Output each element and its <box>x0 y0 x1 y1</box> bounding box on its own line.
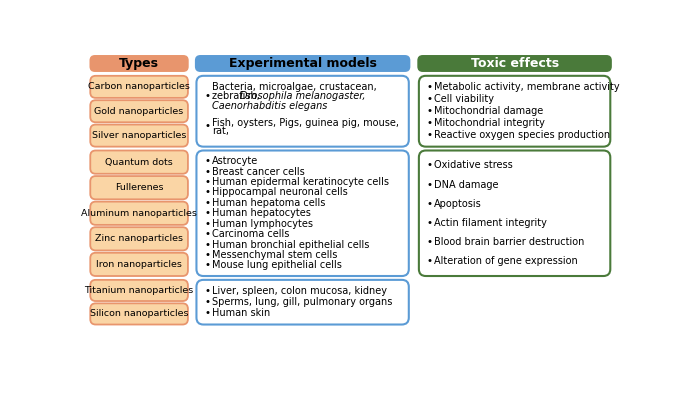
Text: Human epidermal keratinocyte cells: Human epidermal keratinocyte cells <box>212 177 389 187</box>
Text: •: • <box>204 308 210 318</box>
Text: •: • <box>204 219 210 228</box>
Text: •: • <box>427 199 433 209</box>
Text: DNA damage: DNA damage <box>434 180 499 189</box>
Text: Liver, spleen, colon mucosa, kidney: Liver, spleen, colon mucosa, kidney <box>212 286 387 296</box>
Text: Messenchymal stem cells: Messenchymal stem cells <box>212 250 337 260</box>
Text: Iron nanoparticles: Iron nanoparticles <box>96 260 182 269</box>
Text: Blood brain barrier destruction: Blood brain barrier destruction <box>434 237 585 247</box>
Text: •: • <box>204 208 210 218</box>
FancyBboxPatch shape <box>197 280 409 325</box>
FancyBboxPatch shape <box>90 125 188 147</box>
Text: •: • <box>204 229 210 239</box>
Text: Metabolic activity, membrane activity: Metabolic activity, membrane activity <box>434 82 620 92</box>
Text: Gold nanoparticles: Gold nanoparticles <box>95 107 184 116</box>
Text: •: • <box>427 130 433 140</box>
Text: Mitochondrial damage: Mitochondrial damage <box>434 106 544 116</box>
Text: •: • <box>427 118 433 128</box>
Text: Mouse lung epithelial cells: Mouse lung epithelial cells <box>212 260 342 270</box>
Text: •: • <box>427 218 433 228</box>
FancyBboxPatch shape <box>90 253 188 276</box>
Text: Bacteria, microalgae, crustacean,: Bacteria, microalgae, crustacean, <box>212 82 377 92</box>
Text: Carcinoma cells: Carcinoma cells <box>212 229 289 239</box>
FancyBboxPatch shape <box>417 55 612 72</box>
Text: •: • <box>204 177 210 187</box>
Text: Quantum dots: Quantum dots <box>105 158 173 167</box>
Text: Zinc nanoparticles: Zinc nanoparticles <box>95 234 183 243</box>
FancyBboxPatch shape <box>90 55 188 72</box>
Text: •: • <box>204 121 210 131</box>
Text: Fullerenes: Fullerenes <box>115 183 163 192</box>
Text: •: • <box>204 250 210 260</box>
Text: Hippocampal neuronal cells: Hippocampal neuronal cells <box>212 187 348 197</box>
Text: Cell viability: Cell viability <box>434 94 495 104</box>
Text: Types: Types <box>119 57 159 70</box>
FancyBboxPatch shape <box>197 76 409 147</box>
FancyBboxPatch shape <box>195 55 410 72</box>
FancyBboxPatch shape <box>90 280 188 301</box>
Text: Titanium nanoparticles: Titanium nanoparticles <box>84 286 194 295</box>
FancyBboxPatch shape <box>197 150 409 276</box>
FancyBboxPatch shape <box>90 150 188 174</box>
FancyBboxPatch shape <box>90 202 188 225</box>
Text: Human bronchial epithelial cells: Human bronchial epithelial cells <box>212 239 369 249</box>
Text: Silicon nanoparticles: Silicon nanoparticles <box>90 310 188 318</box>
Text: Human skin: Human skin <box>212 308 270 318</box>
Text: •: • <box>204 156 210 166</box>
Text: zebrafish,: zebrafish, <box>212 91 263 101</box>
FancyBboxPatch shape <box>90 227 188 250</box>
FancyBboxPatch shape <box>90 76 188 98</box>
Text: Carbon nanoparticles: Carbon nanoparticles <box>88 82 190 91</box>
Text: Astrocyte: Astrocyte <box>212 156 258 166</box>
Text: Oxidative stress: Oxidative stress <box>434 160 513 171</box>
Text: Actin filament integrity: Actin filament integrity <box>434 218 547 228</box>
Text: •: • <box>427 160 433 171</box>
Text: Aluminum nanoparticles: Aluminum nanoparticles <box>81 209 197 218</box>
Text: Toxic effects: Toxic effects <box>471 57 559 70</box>
Text: Human hepatoma cells: Human hepatoma cells <box>212 198 325 208</box>
Text: Experimental models: Experimental models <box>229 57 377 70</box>
Text: •: • <box>204 187 210 197</box>
Text: •: • <box>427 237 433 247</box>
Text: •: • <box>204 260 210 270</box>
Text: •: • <box>204 91 210 101</box>
Text: •: • <box>427 82 433 92</box>
Text: Apoptosis: Apoptosis <box>434 199 482 209</box>
Text: Drosophila melanogaster,: Drosophila melanogaster, <box>240 91 365 101</box>
Text: Breast cancer cells: Breast cancer cells <box>212 167 305 176</box>
Text: Sperms, lung, gill, pulmonary organs: Sperms, lung, gill, pulmonary organs <box>212 297 393 307</box>
Text: •: • <box>204 239 210 249</box>
Text: •: • <box>204 297 210 307</box>
Text: Silver nanoparticles: Silver nanoparticles <box>92 131 186 140</box>
FancyBboxPatch shape <box>419 76 610 147</box>
Text: •: • <box>204 198 210 208</box>
Text: Human hepatocytes: Human hepatocytes <box>212 208 311 218</box>
Text: Human lymphocytes: Human lymphocytes <box>212 219 313 228</box>
Text: rat,: rat, <box>212 126 229 136</box>
FancyBboxPatch shape <box>90 176 188 200</box>
Text: •: • <box>427 180 433 189</box>
FancyBboxPatch shape <box>90 303 188 325</box>
FancyBboxPatch shape <box>419 150 610 276</box>
FancyBboxPatch shape <box>90 100 188 122</box>
Text: Reactive oxygen species production: Reactive oxygen species production <box>434 130 610 140</box>
Text: Alteration of gene expression: Alteration of gene expression <box>434 256 578 266</box>
Text: •: • <box>427 106 433 116</box>
Text: •: • <box>427 256 433 266</box>
Text: Mitochondrial integrity: Mitochondrial integrity <box>434 118 545 128</box>
Text: •: • <box>204 167 210 176</box>
Text: Caenorhabditis elegans: Caenorhabditis elegans <box>212 101 327 110</box>
Text: •: • <box>427 94 433 104</box>
Text: Fish, oysters, Pigs, guinea pig, mouse,: Fish, oysters, Pigs, guinea pig, mouse, <box>212 118 399 128</box>
Text: •: • <box>204 286 210 296</box>
